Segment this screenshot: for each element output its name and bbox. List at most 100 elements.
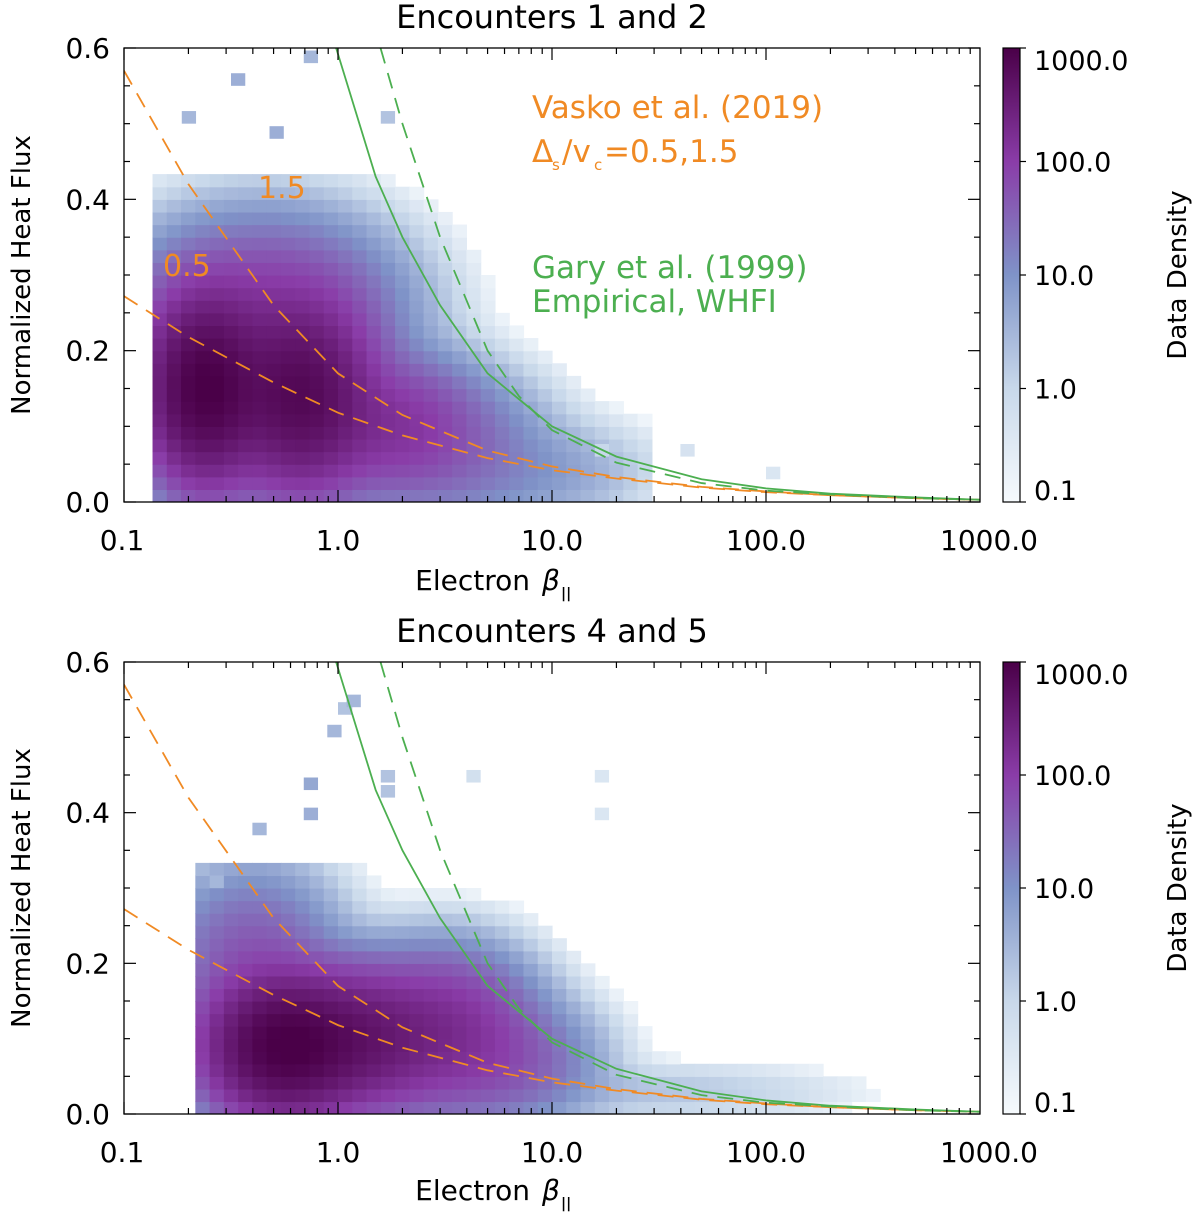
heatmap-cell xyxy=(437,275,453,289)
heatmap-cell xyxy=(280,338,296,352)
heatmap-cell xyxy=(338,913,353,927)
heatmap-cell xyxy=(552,938,567,952)
heatmap-cell xyxy=(366,224,382,238)
heatmap-cell xyxy=(580,988,596,1002)
heatmap-cell xyxy=(409,888,425,902)
x-axis-label-subscript: || xyxy=(561,1196,571,1212)
heatmap-cell xyxy=(637,1051,653,1065)
heatmap-cell xyxy=(580,1013,596,1027)
heatmap-cell xyxy=(609,464,624,478)
heatmap-cell xyxy=(552,1026,567,1040)
heatmap-cell xyxy=(223,489,239,502)
heatmap-cell xyxy=(780,1088,796,1103)
heatmap-cell xyxy=(480,963,496,977)
heatmap-cell xyxy=(266,249,282,263)
heatmap-cell xyxy=(309,186,325,200)
heatmap-cell xyxy=(352,1063,368,1077)
heatmap-cell xyxy=(166,426,182,440)
heatmap-cell xyxy=(523,413,539,427)
heatmap-cell xyxy=(352,913,368,927)
heatmap-cell xyxy=(466,489,482,502)
heatmap-cell xyxy=(494,375,510,390)
x-tick-label: 1000.0 xyxy=(940,1136,1038,1169)
heatmap-cell xyxy=(452,401,467,415)
heatmap-cell xyxy=(209,174,225,188)
heatmap-cell xyxy=(466,363,482,377)
heatmap-cell xyxy=(209,913,225,927)
heatmap-cell xyxy=(195,363,211,377)
heatmap-cell xyxy=(423,913,439,927)
heatmap-cell xyxy=(323,350,339,364)
heatmap-cell xyxy=(209,312,225,327)
heatmap-cell xyxy=(223,975,239,990)
heatmap-cell xyxy=(252,489,268,502)
heatmap-cell xyxy=(223,963,239,977)
heatmap-cell xyxy=(452,451,467,465)
heatmap-cell xyxy=(523,489,539,502)
heatmap-cell xyxy=(280,300,296,314)
heatmap-cell xyxy=(566,426,582,440)
heatmap-cell xyxy=(466,464,482,478)
heatmap-cell xyxy=(637,1076,653,1090)
heatmap-cell xyxy=(309,401,325,415)
x-tick-label: 100.0 xyxy=(726,1136,806,1169)
heatmap-cell xyxy=(380,489,396,502)
heatmap-cell xyxy=(152,300,168,314)
heatmap-cell xyxy=(323,1026,339,1040)
heatmap-cell xyxy=(766,1063,781,1077)
heatmap-cell xyxy=(209,451,225,465)
heatmap-cell xyxy=(352,363,368,377)
heatmap-cell xyxy=(252,1063,268,1077)
heatmap-cell xyxy=(380,1001,396,1015)
heatmap-cell xyxy=(223,363,239,377)
heatmap-cell xyxy=(266,975,282,990)
heatmap-cell xyxy=(223,388,239,402)
heatmap-cell xyxy=(252,275,268,289)
heatmap-cell xyxy=(266,1051,282,1065)
heatmap-cell xyxy=(395,988,410,1002)
heatmap-cell xyxy=(309,1076,325,1090)
heatmap-cell xyxy=(309,938,325,952)
heatmap-cell xyxy=(623,1001,639,1015)
heatmap-cell xyxy=(166,287,182,301)
heatmap-cell xyxy=(395,363,410,377)
heatmap-cell xyxy=(223,413,239,427)
heatmap-cell xyxy=(552,1088,567,1103)
legend-vasko-sub-s: s xyxy=(552,156,560,174)
heatmap-cell xyxy=(295,900,311,914)
heatmap-cell xyxy=(452,1088,467,1103)
heatmap-cell xyxy=(266,338,282,352)
heatmap-cell xyxy=(395,350,410,364)
heatmap-cell xyxy=(209,875,224,888)
heatmap-cell xyxy=(352,900,368,914)
heatmap-cell xyxy=(509,1063,525,1077)
heatmap-cell xyxy=(327,724,342,738)
heatmap-cell xyxy=(623,438,639,453)
heatmap-cell xyxy=(238,300,253,314)
heatmap-cell xyxy=(181,363,196,377)
heatmap-cell xyxy=(409,211,425,226)
heatmap-cell xyxy=(209,338,225,352)
heatmap-cell xyxy=(823,1088,838,1103)
heatmap-cell xyxy=(209,401,225,415)
heatmap-cell xyxy=(437,350,453,364)
heatmap-cell xyxy=(166,186,182,200)
heatmap-cell xyxy=(437,1063,453,1077)
heatmap-cell xyxy=(466,1088,482,1103)
heatmap-cell xyxy=(280,249,296,263)
heatmap-cell xyxy=(195,1038,211,1052)
heatmap-cell xyxy=(395,913,410,927)
y-axis: 0.0 0.2 0.4 0.6 xyxy=(65,32,980,519)
heatmap-cell xyxy=(437,938,453,952)
heatmap-cell xyxy=(566,1038,582,1052)
heatmap-cell xyxy=(280,426,296,440)
heatmap-cell xyxy=(309,438,325,453)
heatmap-cell xyxy=(623,489,639,502)
heatmap-cell xyxy=(266,375,282,390)
heatmap-cell xyxy=(509,1101,525,1114)
heatmap-cell xyxy=(280,350,296,364)
heatmap-cell xyxy=(580,975,596,990)
heatmap-cell xyxy=(366,338,382,352)
heatmap-cell xyxy=(452,489,467,502)
heatmap-cell xyxy=(480,938,496,952)
